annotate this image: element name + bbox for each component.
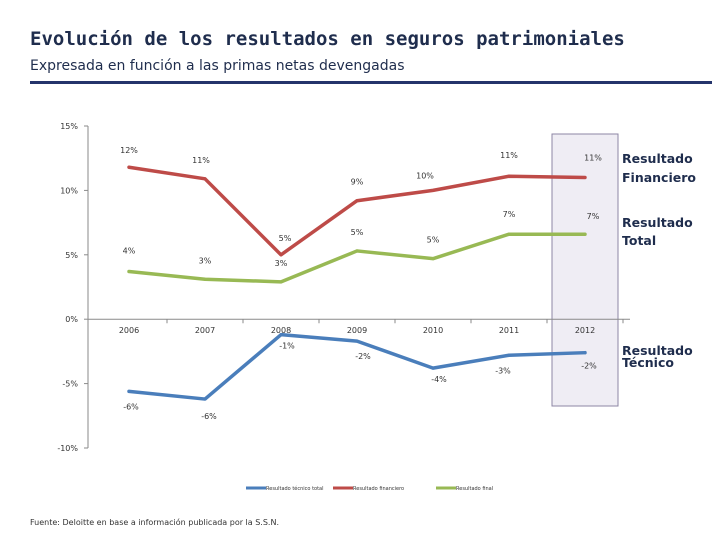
legend-label: Resultado final [456,486,493,492]
y-tick-label: 10% [60,186,78,195]
data-label: 5% [279,234,292,243]
series-end-label: Resultado [622,215,693,230]
data-point [355,249,359,253]
y-tick-label: 15% [60,122,78,131]
data-label: 7% [587,212,600,221]
data-point [279,253,283,257]
x-tick-label: 2008 [271,326,291,335]
data-label: -1% [279,342,295,351]
series-end-label: Resultado [622,151,693,166]
highlight-box-2012 [551,133,619,407]
data-point [507,232,511,236]
x-tick-label: 2011 [499,326,519,335]
x-tick-label: 2007 [195,326,215,335]
data-label: 3% [275,259,288,268]
data-label: -4% [431,375,447,384]
legend-label: Resultado técnico total [266,485,324,492]
series-line-1 [127,332,587,401]
data-point [127,165,131,169]
data-point [583,351,587,355]
data-point [583,232,587,236]
data-point [203,177,207,181]
data-label: 11% [192,156,210,165]
data-label: 9% [351,178,364,187]
data-point [583,176,587,180]
data-label: 4% [123,247,136,256]
x-tick-label: 2012 [575,326,595,335]
data-point [431,188,435,192]
title-divider [30,81,712,84]
y-tick-label: 0% [65,315,78,324]
y-tick-label: -5% [62,380,78,389]
data-label: -2% [581,362,597,371]
data-point [203,277,207,281]
legend-label: Resultado financiero [353,486,404,492]
data-point [431,257,435,261]
series-end-label: Resultado [622,343,693,358]
series-line-3 [127,232,587,284]
data-point [507,174,511,178]
data-label: -2% [355,352,371,361]
data-label: 5% [351,228,364,237]
data-label: 10% [416,171,434,180]
page-subtitle: Expresada en función a las primas netas … [30,58,405,74]
page-title: Evolución de los resultados en seguros p… [30,28,625,50]
series-end-label: Total [622,233,656,248]
data-point [279,280,283,284]
data-point [355,339,359,343]
x-tick-label: 2009 [347,326,367,335]
data-label: 5% [427,236,440,245]
data-label: -6% [123,402,139,411]
x-tick-label: 2006 [119,326,139,335]
series-end-label: Financiero [622,170,696,185]
series-end-label: Técnico [622,355,674,370]
y-tick-label: 5% [65,251,78,260]
data-label: -6% [201,412,217,421]
data-label: 11% [500,151,518,160]
y-tick-label: -10% [57,444,78,453]
data-point [127,389,131,393]
data-point [127,270,131,274]
data-label: 12% [120,146,138,155]
data-label: 7% [503,210,516,219]
data-label: -3% [495,366,511,375]
source-note: Fuente: Deloitte en base a información p… [30,518,279,527]
data-label: 11% [584,154,602,163]
data-point [203,397,207,401]
data-label: 3% [199,256,212,265]
data-point [355,199,359,203]
data-point [279,333,283,337]
data-point [507,353,511,357]
data-point [431,366,435,370]
x-tick-label: 2010 [423,326,443,335]
